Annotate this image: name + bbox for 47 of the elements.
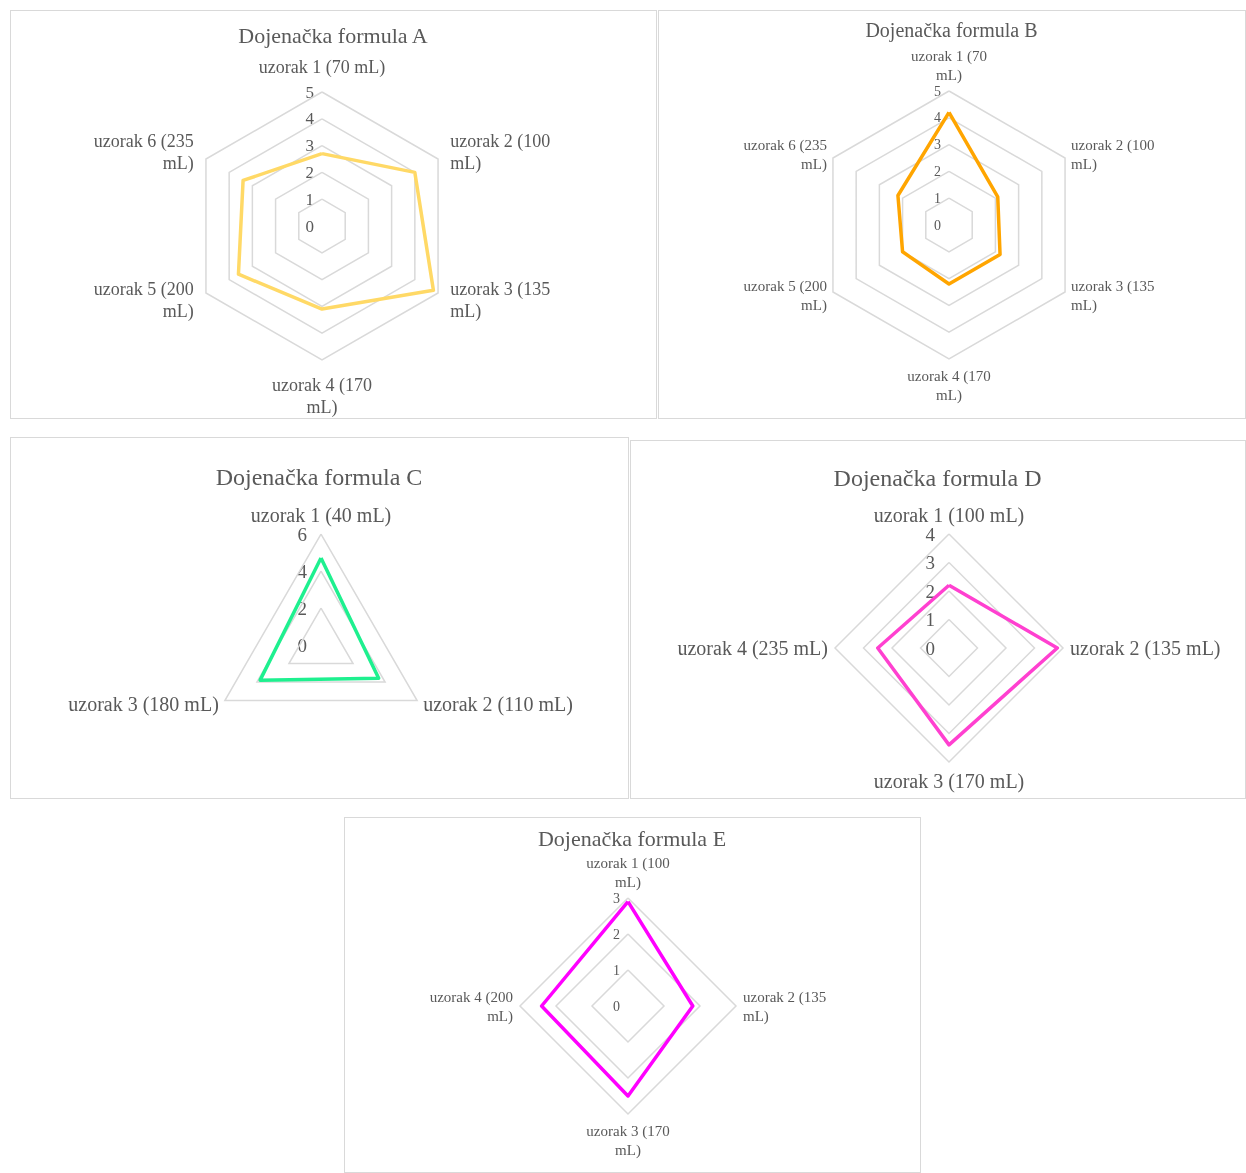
spoke-label: uzorak 3 (170 mL): [873, 770, 1025, 793]
spoke-label: uzorak 1 (70 mL): [258, 57, 386, 78]
spoke-label: uzorak 5 (200 mL): [93, 279, 194, 322]
y-tick-label: 5: [934, 83, 941, 99]
chart-title: Dojenačka formula E: [537, 825, 727, 851]
y-tick-label: 2: [934, 163, 941, 179]
spoke-label: uzorak 2 (100 mL): [1071, 137, 1155, 173]
spoke-label: uzorak 3 (135 mL): [450, 279, 551, 322]
y-tick-label: 3: [305, 136, 314, 156]
spoke-label: uzorak 4 (170 mL): [907, 367, 991, 404]
y-tick-label: 2: [305, 162, 314, 182]
spoke-label: uzorak 3 (180 mL): [68, 693, 219, 716]
y-tick-label: 1: [934, 190, 941, 206]
spoke-label: uzorak 6 (235 mL): [93, 131, 194, 174]
y-tick-label: 4: [934, 110, 941, 126]
y-tick-label: 0: [925, 637, 935, 659]
y-tick-label: 2: [613, 926, 620, 942]
y-tick-label: 3: [934, 137, 941, 153]
spoke-label: uzorak 1 (100 mL): [586, 854, 670, 891]
y-tick-label: 3: [925, 552, 935, 573]
spoke-label: uzorak 5 (200 mL): [743, 278, 827, 314]
y-tick-label: 3: [613, 890, 620, 906]
chart-title: Dojenačka formula B: [865, 19, 1038, 42]
y-tick-label: 4: [305, 109, 315, 129]
y-tick-label: 0: [613, 998, 620, 1014]
y-tick-label: 1: [613, 962, 620, 978]
chart-title: Dojenačka formula D: [833, 465, 1042, 491]
y-tick-label: 1: [925, 609, 935, 630]
spoke-label: uzorak 3 (170 mL): [586, 1122, 670, 1159]
spoke-label: uzorak 4 (235 mL): [677, 637, 828, 660]
y-tick-label: 1: [305, 189, 314, 209]
spoke-label: uzorak 4 (170 mL): [272, 375, 372, 418]
y-tick-label: 2: [925, 580, 935, 602]
spoke-label: uzorak 2 (135 mL): [1070, 637, 1221, 660]
y-tick-label: 5: [305, 82, 314, 102]
spoke-label: uzorak 2 (110 mL): [423, 693, 573, 716]
y-tick-label: 4: [297, 560, 308, 582]
spoke-label: uzorak 3 (135 mL): [1071, 278, 1155, 314]
y-tick-label: 0: [305, 216, 314, 236]
spoke-label: uzorak 6 (235 mL): [743, 137, 827, 173]
spoke-label: uzorak 4 (200 mL): [429, 988, 513, 1025]
chart-title: Dojenačka formula A: [238, 22, 428, 48]
y-tick-label: 0: [934, 217, 941, 233]
chart-title: Dojenačka formula C: [215, 464, 423, 490]
spoke-label: uzorak 1 (70 mL): [911, 47, 987, 84]
spoke-label: uzorak 2 (135 mL): [743, 988, 827, 1025]
spoke-label: uzorak 2 (100 mL): [450, 131, 551, 174]
